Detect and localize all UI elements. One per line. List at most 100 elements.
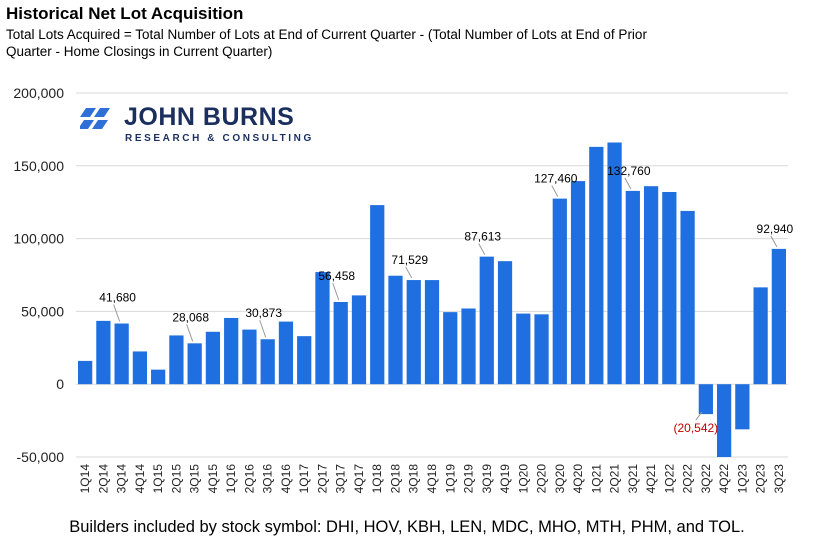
x-tick-label: 3Q15 (188, 464, 202, 494)
chart-title: Historical Net Lot Acquisition (6, 4, 244, 23)
bar-3q14 (114, 323, 129, 385)
leader-line (113, 304, 121, 322)
bar-2q20 (534, 314, 549, 385)
x-tick-label: 1Q14 (78, 464, 92, 494)
leader-line (695, 411, 703, 421)
bar-4q20 (570, 181, 586, 385)
bar-2q21 (607, 142, 622, 385)
x-axis-ticks: 1Q14 2Q14 3Q14 4Q14 1Q15 2Q15 3Q15 4Q15 1Q16 2Q16… (78, 464, 786, 494)
bar-4q14 (132, 351, 148, 385)
y-tick-label: 150,000 (13, 158, 64, 174)
x-tick-label: 2Q21 (608, 464, 622, 494)
bar-3q15 (187, 343, 202, 385)
data-label: 28,068 (172, 310, 209, 324)
x-tick-label: 2Q18 (388, 464, 402, 494)
x-tick-label: 3Q16 (261, 464, 275, 494)
leader-line (259, 320, 267, 338)
x-tick-label: 1Q19 (443, 464, 457, 494)
x-tick-label: 4Q16 (279, 464, 293, 494)
x-tick-label: 3Q18 (407, 464, 421, 494)
x-tick-label: 1Q17 (297, 464, 311, 494)
bar-3q22 (698, 384, 713, 415)
bar-3q18 (406, 280, 421, 385)
bar-2q16 (242, 329, 257, 385)
y-tick-label: -50,000 (17, 449, 65, 465)
bar-2q14 (96, 320, 111, 385)
data-labels: 41,680 28,068 30,873 56,458 71,529 87,613 127,… (99, 164, 793, 435)
x-tick-label: 4Q19 (498, 464, 512, 494)
bar-3q17 (333, 301, 348, 385)
y-tick-label: 0 (56, 376, 64, 392)
logo-mark-icon (80, 108, 110, 129)
x-tick-label: 2Q23 (754, 464, 768, 494)
bar-1q14 (78, 360, 93, 385)
data-label: (20,542) (673, 421, 718, 435)
chart-subtitle: Total Lots Acquired = Total Number of Lo… (6, 27, 647, 59)
bar-2q19 (461, 308, 476, 385)
bar-1q15 (151, 369, 166, 385)
data-label: 71,529 (391, 253, 428, 267)
x-tick-label: 3Q21 (626, 464, 640, 494)
leader-line (332, 282, 340, 301)
data-label: 87,613 (464, 230, 501, 244)
bar-1q23 (735, 384, 750, 430)
bar-1q18 (370, 205, 385, 385)
bar-4q16 (278, 321, 294, 385)
logo-name: JOHN BURNS (124, 103, 295, 131)
data-label: 41,680 (99, 291, 136, 305)
bar-2q15 (169, 335, 184, 385)
x-tick-label: 2Q16 (242, 464, 256, 494)
x-tick-label: 3Q17 (334, 464, 348, 494)
data-label: 92,940 (757, 222, 794, 236)
label-leader-lines (113, 177, 778, 421)
data-label: 127,460 (534, 172, 578, 186)
x-tick-label: 4Q22 (717, 464, 731, 494)
bar-3q19 (479, 256, 494, 385)
leader-line (624, 177, 632, 190)
x-tick-label: 3Q19 (480, 464, 494, 494)
x-tick-label: 2Q22 (681, 464, 695, 494)
bar-1q20 (516, 313, 531, 385)
x-tick-label: 4Q14 (133, 464, 147, 494)
bar-3q21 (625, 190, 640, 385)
bar-4q22 (716, 384, 732, 457)
leader-line (770, 235, 778, 248)
bar-1q21 (589, 146, 604, 385)
bar-3q20 (552, 198, 567, 385)
logo-tagline: RESEARCH & CONSULTING (125, 133, 314, 144)
bar-4q17 (351, 295, 367, 385)
bar-3q23 (771, 248, 786, 385)
bar-4q21 (643, 186, 659, 385)
x-tick-label: 3Q20 (553, 464, 567, 494)
leader-line (478, 243, 486, 255)
x-tick-label: 4Q20 (571, 464, 585, 494)
bar-4q15 (205, 331, 221, 385)
leader-line (186, 324, 194, 342)
data-label: 30,873 (245, 306, 282, 320)
x-tick-label: 2Q15 (169, 464, 183, 494)
data-label: 132,760 (607, 164, 651, 178)
y-tick-label: 50,000 (21, 303, 64, 319)
x-tick-label: 4Q21 (644, 464, 658, 494)
bar-1q17 (297, 336, 312, 385)
x-tick-label: 4Q15 (206, 464, 220, 494)
x-tick-label: 2Q19 (462, 464, 476, 494)
bar-2q18 (388, 275, 403, 385)
y-axis-ticks: 200,000 150,000 100,000 50,000 0 -50,000 (13, 85, 64, 465)
leader-line (551, 185, 559, 197)
bar-1q19 (443, 312, 458, 385)
x-tick-label: 3Q23 (772, 464, 786, 494)
x-tick-label: 2Q14 (96, 464, 110, 494)
bar-2q17 (315, 272, 330, 385)
y-tick-label: 100,000 (13, 231, 64, 247)
x-tick-label: 2Q20 (535, 464, 549, 494)
x-tick-label: 3Q14 (115, 464, 129, 494)
x-tick-label: 2Q17 (315, 464, 329, 494)
x-tick-label: 1Q16 (224, 464, 238, 494)
bar-4q19 (497, 261, 513, 385)
x-tick-label: 1Q15 (151, 464, 165, 494)
x-tick-label: 1Q18 (370, 464, 384, 494)
x-tick-label: 4Q17 (352, 464, 366, 494)
bar-chart: 41,680 28,068 30,873 56,458 71,529 87,613 127,… (13, 85, 793, 494)
x-tick-label: 1Q21 (589, 464, 603, 494)
